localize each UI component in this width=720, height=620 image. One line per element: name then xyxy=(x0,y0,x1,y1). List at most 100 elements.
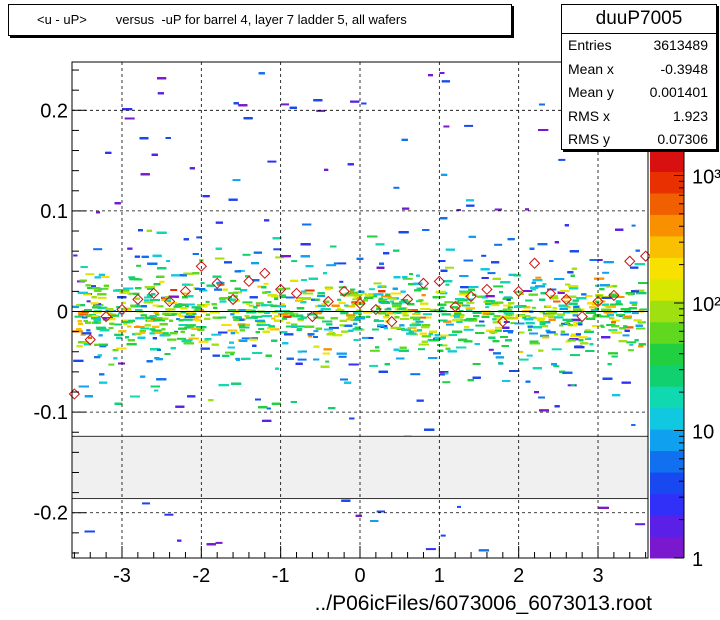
heatmap-cell xyxy=(348,363,359,366)
heatmap-cell xyxy=(352,294,363,297)
heatmap-cell xyxy=(585,311,596,314)
heatmap-cell xyxy=(489,331,498,334)
heatmap-cell xyxy=(123,309,132,312)
heatmap-cell xyxy=(330,332,335,335)
heatmap-cell xyxy=(302,223,312,226)
heatmap-cell xyxy=(300,243,311,246)
heatmap-cell xyxy=(99,373,105,376)
heatmap-cell xyxy=(151,293,156,296)
heatmap-cell xyxy=(558,304,569,307)
heatmap-cell xyxy=(344,381,352,384)
heatmap-cell xyxy=(500,281,511,284)
heatmap-cell xyxy=(114,323,122,326)
heatmap-cell xyxy=(399,346,407,349)
heatmap-cell xyxy=(595,294,603,297)
heatmap-cell xyxy=(237,323,246,326)
heatmap-cell xyxy=(127,292,135,295)
heatmap-cell xyxy=(383,252,390,255)
heatmap-cell xyxy=(123,320,130,323)
heatmap-cell xyxy=(356,297,362,300)
heatmap-cell xyxy=(252,279,260,282)
heatmap-cell xyxy=(585,350,595,352)
heatmap-cell xyxy=(335,309,345,312)
heatmap-cell xyxy=(539,321,547,324)
heatmap-cell xyxy=(624,326,634,329)
heatmap-cell xyxy=(97,293,107,296)
heatmap-cell xyxy=(326,323,333,326)
heatmap-cell xyxy=(443,125,450,128)
heatmap-cell xyxy=(578,339,584,342)
heatmap-cell xyxy=(524,318,534,321)
heatmap-cell xyxy=(98,334,103,337)
heatmap-cell xyxy=(478,549,489,552)
heatmap-cell xyxy=(218,331,228,334)
heatmap-cell xyxy=(161,328,166,331)
heatmap-cell xyxy=(320,308,331,311)
heatmap-cell xyxy=(539,409,549,412)
heatmap-cell xyxy=(626,341,637,344)
heatmap-cell xyxy=(262,291,268,294)
heatmap-cell xyxy=(503,304,512,307)
heatmap-cell xyxy=(563,300,570,303)
heatmap-cell xyxy=(98,273,105,276)
heatmap-cell xyxy=(492,321,501,324)
heatmap-cell xyxy=(619,327,626,330)
heatmap-cell xyxy=(149,332,155,335)
heatmap-cell xyxy=(304,325,315,328)
heatmap-cell xyxy=(266,407,271,410)
heatmap-cell xyxy=(498,362,504,365)
heatmap-cell xyxy=(141,305,147,308)
heatmap-cell xyxy=(121,319,131,322)
heatmap-cell xyxy=(208,399,214,402)
heatmap-cell xyxy=(114,202,121,205)
heatmap-cell xyxy=(373,282,382,285)
heatmap-cell xyxy=(560,333,569,336)
heatmap-cell xyxy=(77,320,82,323)
heatmap-cell xyxy=(328,407,336,410)
heatmap-cell xyxy=(176,318,181,321)
heatmap-cell xyxy=(193,309,200,312)
heatmap-cell xyxy=(419,332,427,335)
heatmap-cell xyxy=(611,321,616,324)
heatmap-cell xyxy=(212,316,222,319)
heatmap-cell xyxy=(606,324,616,326)
heatmap-cell xyxy=(127,247,133,250)
heatmap-cell xyxy=(370,520,379,522)
heatmap-cell xyxy=(629,343,634,346)
heatmap-cell xyxy=(584,330,594,333)
heatmap-cell xyxy=(215,541,223,544)
heatmap-cell xyxy=(538,129,549,131)
heatmap-cell xyxy=(531,288,536,291)
heatmap-cell xyxy=(153,283,161,286)
heatmap-cell xyxy=(492,277,501,280)
heatmap-cell xyxy=(270,304,278,307)
heatmap-cell xyxy=(398,231,409,234)
heatmap-cell xyxy=(542,312,551,315)
heatmap-cell xyxy=(78,322,83,325)
heatmap-cell xyxy=(182,296,188,299)
heatmap-cell xyxy=(146,360,153,363)
heatmap-cell xyxy=(331,304,340,307)
heatmap-cell xyxy=(74,315,84,318)
heatmap-cell xyxy=(93,311,102,314)
heatmap-cell xyxy=(554,333,558,336)
heatmap-cell xyxy=(394,308,399,311)
heatmap-cell xyxy=(140,375,146,378)
heatmap-cell xyxy=(540,334,549,337)
heatmap-cell xyxy=(485,303,492,305)
heatmap-cell xyxy=(171,274,182,277)
heatmap-cell xyxy=(549,297,559,300)
heatmap-cell xyxy=(333,262,339,265)
heatmap-cell xyxy=(187,395,196,398)
heatmap-cell xyxy=(135,317,145,320)
heatmap-cell xyxy=(229,341,234,344)
heatmap-cell xyxy=(73,359,84,362)
heatmap-cell xyxy=(265,354,272,357)
heatmap-cell xyxy=(291,323,298,326)
heatmap-cell xyxy=(428,74,433,77)
heatmap-cell xyxy=(402,207,410,210)
heatmap-cell xyxy=(378,290,386,293)
heatmap-cell xyxy=(103,284,109,287)
heatmap-cell xyxy=(624,315,632,318)
heatmap-cell xyxy=(116,347,127,350)
